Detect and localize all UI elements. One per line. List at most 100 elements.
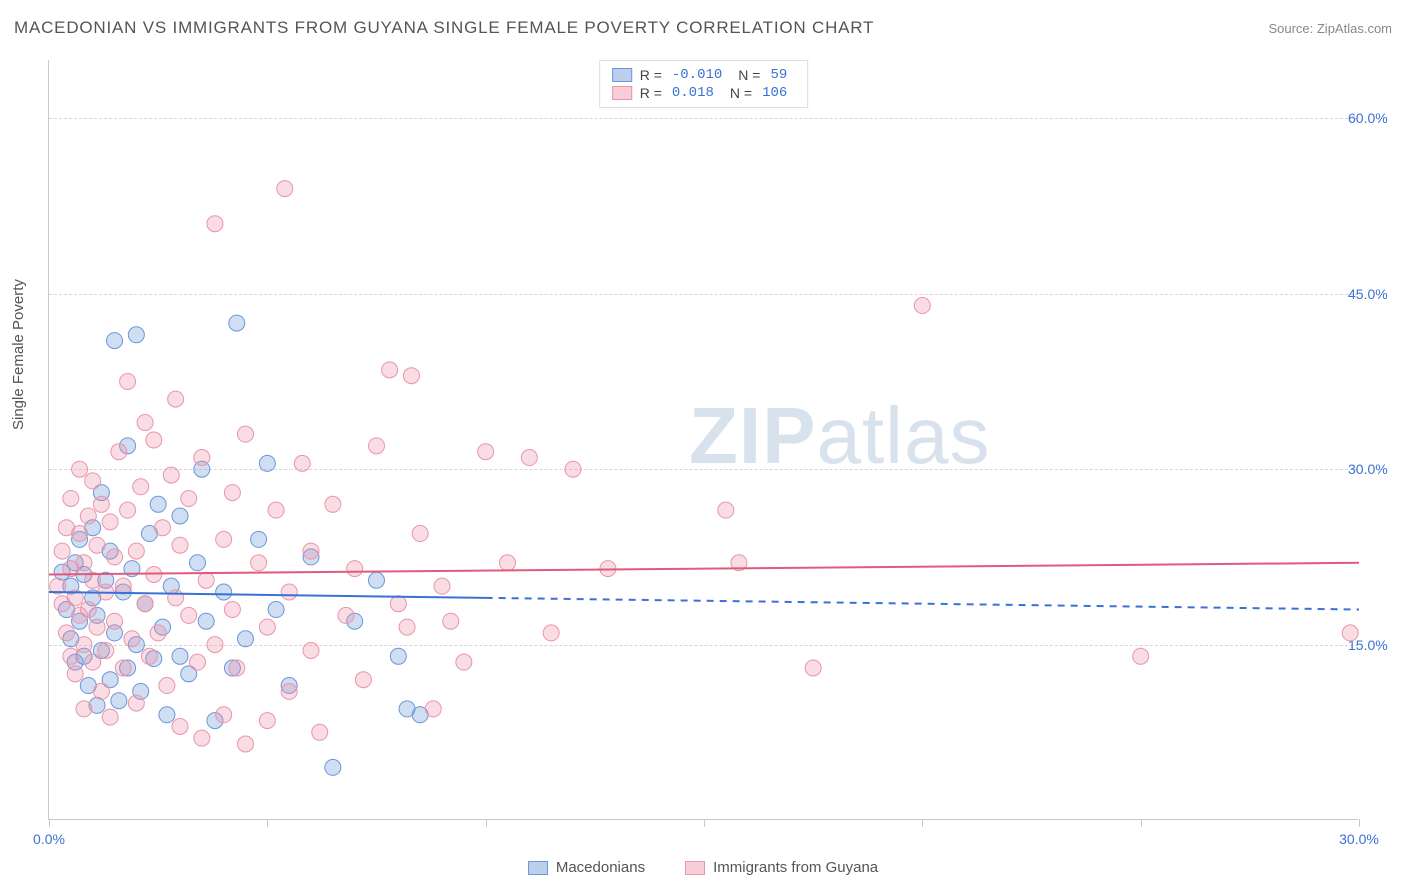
data-point bbox=[107, 549, 123, 565]
data-point bbox=[80, 602, 96, 618]
data-point bbox=[207, 216, 223, 232]
data-point bbox=[277, 181, 293, 197]
data-point bbox=[124, 631, 140, 647]
data-point bbox=[565, 461, 581, 477]
data-point bbox=[137, 596, 153, 612]
data-point bbox=[229, 315, 245, 331]
data-point bbox=[382, 362, 398, 378]
plot-area: 15.0%30.0%45.0%60.0% 0.0%30.0% ZIPatlas … bbox=[48, 60, 1358, 820]
data-point bbox=[478, 444, 494, 460]
legend-swatch bbox=[528, 861, 548, 875]
data-point bbox=[141, 648, 157, 664]
legend-item: Macedonians bbox=[528, 859, 645, 876]
data-point bbox=[120, 374, 136, 390]
data-point bbox=[399, 619, 415, 635]
correlation-stats-box: R = -0.010 N = 59R =0.018N =106 bbox=[599, 60, 809, 108]
data-point bbox=[238, 736, 254, 752]
data-point bbox=[181, 490, 197, 506]
n-label: N = bbox=[730, 85, 752, 101]
data-point bbox=[168, 590, 184, 606]
data-point bbox=[303, 543, 319, 559]
x-tick bbox=[922, 819, 923, 827]
data-point bbox=[355, 672, 371, 688]
data-point bbox=[914, 298, 930, 314]
r-value: -0.010 bbox=[672, 67, 722, 83]
r-label: R = bbox=[640, 67, 662, 83]
data-point bbox=[85, 654, 101, 670]
data-point bbox=[268, 602, 284, 618]
data-point bbox=[229, 660, 245, 676]
data-point bbox=[1342, 625, 1358, 641]
data-point bbox=[303, 642, 319, 658]
stats-row: R =0.018N =106 bbox=[612, 84, 796, 102]
data-point bbox=[128, 543, 144, 559]
data-point bbox=[107, 333, 123, 349]
data-point bbox=[312, 724, 328, 740]
x-tick bbox=[486, 819, 487, 827]
data-point bbox=[268, 502, 284, 518]
data-point bbox=[102, 514, 118, 530]
data-point bbox=[189, 654, 205, 670]
trend-line bbox=[49, 592, 486, 598]
data-point bbox=[155, 520, 171, 536]
data-point bbox=[76, 555, 92, 571]
legend-label: Immigrants from Guyana bbox=[713, 859, 878, 876]
data-point bbox=[281, 683, 297, 699]
data-point bbox=[89, 619, 105, 635]
data-point bbox=[150, 625, 166, 641]
data-point bbox=[325, 759, 341, 775]
data-point bbox=[224, 602, 240, 618]
data-point bbox=[172, 537, 188, 553]
data-point bbox=[80, 508, 96, 524]
data-point bbox=[224, 485, 240, 501]
data-point bbox=[281, 584, 297, 600]
legend-label: Macedonians bbox=[556, 859, 645, 876]
data-point bbox=[443, 613, 459, 629]
data-point bbox=[76, 637, 92, 653]
data-point bbox=[146, 432, 162, 448]
x-tick bbox=[704, 819, 705, 827]
data-point bbox=[181, 607, 197, 623]
n-value: 59 bbox=[770, 67, 787, 83]
data-point bbox=[718, 502, 734, 518]
data-point bbox=[259, 619, 275, 635]
data-point bbox=[194, 730, 210, 746]
data-point bbox=[456, 654, 472, 670]
data-point bbox=[390, 648, 406, 664]
data-point bbox=[93, 683, 109, 699]
data-point bbox=[216, 707, 232, 723]
legend-item: Immigrants from Guyana bbox=[685, 859, 878, 876]
data-point bbox=[159, 678, 175, 694]
data-point bbox=[198, 572, 214, 588]
data-point bbox=[251, 555, 267, 571]
data-point bbox=[259, 713, 275, 729]
data-point bbox=[238, 426, 254, 442]
data-point bbox=[120, 502, 136, 518]
data-point bbox=[137, 414, 153, 430]
data-point bbox=[251, 531, 267, 547]
data-point bbox=[168, 391, 184, 407]
data-point bbox=[150, 496, 166, 512]
data-point bbox=[338, 607, 354, 623]
data-point bbox=[54, 543, 70, 559]
data-point bbox=[172, 718, 188, 734]
data-point bbox=[159, 707, 175, 723]
data-point bbox=[369, 438, 385, 454]
data-point bbox=[67, 666, 83, 682]
stats-row: R =-0.010N =59 bbox=[612, 66, 796, 84]
data-point bbox=[172, 508, 188, 524]
data-point bbox=[172, 648, 188, 664]
data-point bbox=[1133, 648, 1149, 664]
y-axis-label: Single Female Poverty bbox=[10, 279, 27, 430]
data-point bbox=[238, 631, 254, 647]
data-point bbox=[76, 701, 92, 717]
data-point bbox=[85, 473, 101, 489]
data-point bbox=[403, 368, 419, 384]
legend-swatch bbox=[685, 861, 705, 875]
data-point bbox=[198, 613, 214, 629]
data-point bbox=[434, 578, 450, 594]
chart-svg bbox=[49, 60, 1358, 819]
x-tick bbox=[1359, 819, 1360, 827]
data-point bbox=[369, 572, 385, 588]
data-point bbox=[425, 701, 441, 717]
